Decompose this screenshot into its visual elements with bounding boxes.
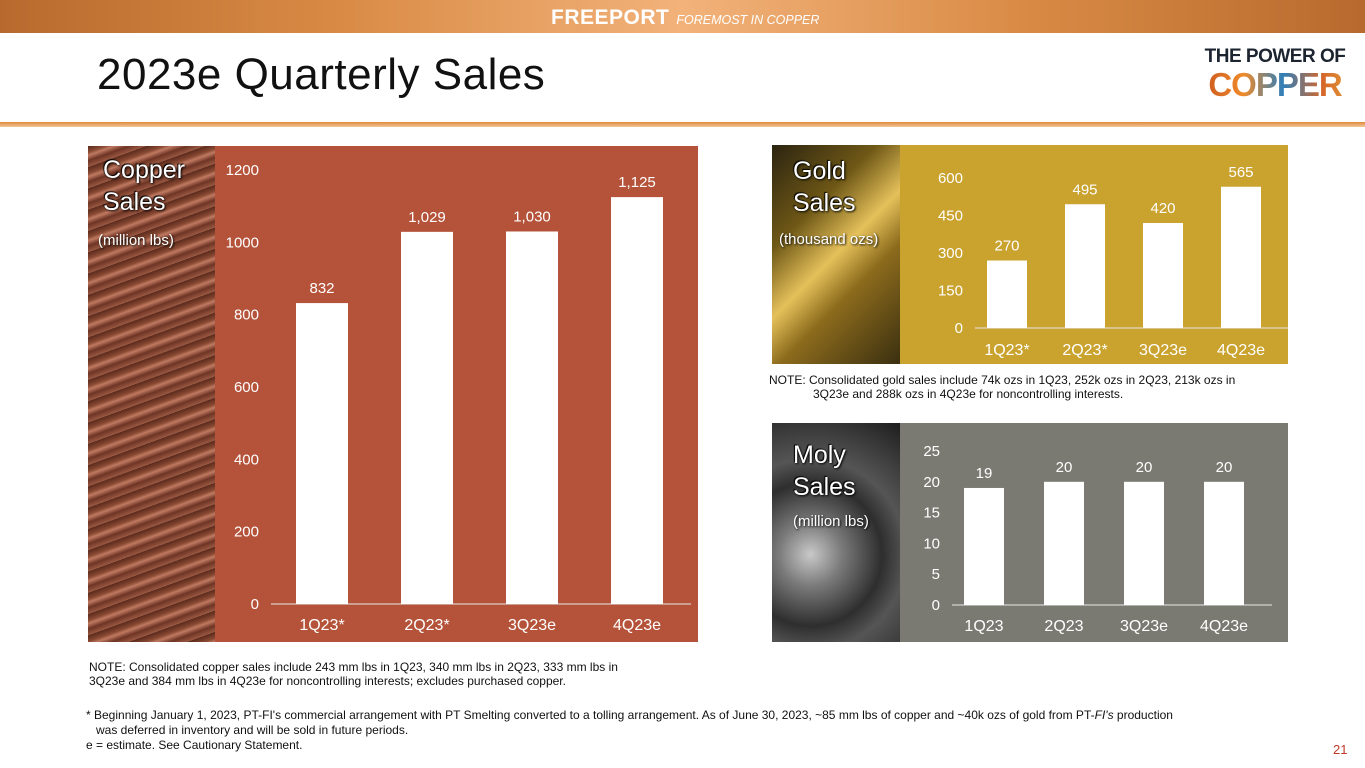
- footnote-line1-b: FI's: [1094, 708, 1114, 722]
- copper-category-label: 4Q23e: [613, 617, 661, 634]
- copper-data-label: 1,029: [408, 209, 446, 226]
- copper-panel-title: Copper Sales: [103, 154, 185, 218]
- copper-ytick-label: 200: [234, 524, 259, 541]
- moly-ytick-label: 25: [923, 443, 940, 460]
- gold-panel-title: Gold Sales: [793, 155, 856, 219]
- moly-data-label: 20: [1216, 459, 1233, 476]
- moly-title-line2: Sales: [793, 473, 856, 501]
- footnote-line3: e = estimate. See Cautionary Statement.: [86, 738, 303, 752]
- copper-note: NOTE: Consolidated copper sales include …: [89, 660, 618, 688]
- footnotes: * Beginning January 1, 2023, PT-FI's com…: [86, 708, 1266, 753]
- copper-ytick-label: 800: [234, 307, 259, 324]
- copper-note-line2: 3Q23e and 384 mm lbs in 4Q23e for noncon…: [89, 674, 566, 688]
- moly-bar: [1204, 481, 1244, 605]
- gold-bar: [987, 260, 1027, 328]
- moly-sales-chart: 0 5 10 15 20 25 19 1Q23 20 2Q23 20 3Q23e 20 4Q23e: [900, 423, 1288, 642]
- copper-category-label: 1Q23*: [299, 617, 344, 634]
- gold-ytick-label: 300: [938, 245, 963, 262]
- moly-data-label: 20: [1056, 459, 1073, 476]
- moly-category-label: 1Q23: [964, 618, 1003, 635]
- gold-ytick-label: 150: [938, 283, 963, 300]
- gold-note: NOTE: Consolidated gold sales include 74…: [769, 373, 1235, 401]
- copper-ytick-label: 1000: [226, 234, 259, 251]
- moly-sales-panel: 0 5 10 15 20 25 19 1Q23 20 2Q23 20 3Q23e 20 4Q23e Mol…: [772, 423, 1288, 642]
- molybdenum-ore-photo: [772, 423, 900, 642]
- brand-name: FREEPORT: [551, 6, 670, 29]
- gold-bar: [1221, 186, 1261, 328]
- moly-panel-title: Moly Sales: [793, 439, 856, 503]
- moly-ytick-label: 5: [932, 566, 940, 583]
- copper-data-label: 832: [309, 280, 334, 297]
- moly-ytick-label: 10: [923, 535, 940, 552]
- logo-top-text: THE POWER OF: [1204, 46, 1346, 67]
- moly-bar: [964, 487, 1004, 605]
- gold-title-line1: Gold: [793, 157, 846, 185]
- copper-sales-chart: 0 200 400 600 800 1000 1200 832 1Q23* 1,029 2Q23* 1…: [215, 146, 698, 642]
- copper-sales-panel: 0 200 400 600 800 1000 1200 832 1Q23* 1,029 2Q23* 1…: [88, 146, 698, 642]
- gold-category-label: 3Q23e: [1139, 342, 1187, 359]
- copper-note-line1: NOTE: Consolidated copper sales include …: [89, 660, 618, 674]
- page-number: 21: [1333, 742, 1348, 757]
- gold-data-label: 270: [994, 238, 1019, 255]
- gold-category-label: 1Q23*: [984, 342, 1029, 359]
- moly-ytick-label: 15: [923, 505, 940, 522]
- moly-data-label: 20: [1136, 459, 1153, 476]
- gold-ytick-label: 600: [938, 170, 963, 187]
- moly-category-label: 3Q23e: [1120, 618, 1168, 635]
- gold-category-label: 2Q23*: [1062, 342, 1107, 359]
- gold-bar-photo: [772, 145, 900, 364]
- moly-title-line1: Moly: [793, 441, 846, 469]
- moly-bar: [1044, 481, 1084, 605]
- gold-category-label: 4Q23e: [1217, 342, 1265, 359]
- copper-bar: [611, 197, 663, 604]
- footnote-line1-a: * Beginning January 1, 2023, PT-FI's com…: [86, 708, 1095, 722]
- moly-data-label: 19: [976, 465, 993, 482]
- copper-data-label: 1,125: [618, 174, 656, 191]
- gold-bar: [1143, 223, 1183, 328]
- copper-bar: [401, 231, 453, 604]
- moly-unit-label: (million lbs): [793, 513, 869, 530]
- copper-data-label: 1,030: [513, 208, 551, 225]
- gold-unit-label: (thousand ozs): [779, 231, 879, 248]
- gold-title-line2: Sales: [793, 189, 856, 217]
- gold-data-label: 420: [1150, 200, 1175, 217]
- gold-bar: [1065, 204, 1105, 328]
- power-of-copper-logo: THE POWER OF COPPER: [1196, 46, 1354, 106]
- gold-ytick-label: 450: [938, 208, 963, 225]
- brand: FREEPORT FOREMOST IN COPPER: [551, 6, 820, 29]
- copper-ytick-label: 400: [234, 451, 259, 468]
- footnote-line1: * Beginning January 1, 2023, PT-FI's com…: [86, 708, 1266, 723]
- top-banner: [0, 0, 1365, 33]
- gold-note-line2: 3Q23e and 288k ozs in 4Q23e for noncontr…: [813, 387, 1124, 401]
- gold-data-label: 495: [1072, 181, 1097, 198]
- gold-sales-chart: 0 150 300 450 600 270 1Q23* 495 2Q23* 420 3Q23e 565…: [900, 145, 1288, 364]
- copper-unit-label: (million lbs): [98, 232, 174, 249]
- copper-ytick-label: 600: [234, 379, 259, 396]
- copper-bar: [506, 231, 558, 604]
- moly-bar: [1124, 481, 1164, 605]
- copper-cathodes-photo: [88, 146, 215, 642]
- moly-ytick-label: 0: [932, 597, 940, 614]
- footnote-line2: was deferred in inventory and will be so…: [96, 723, 409, 737]
- copper-ytick-label: 1200: [226, 162, 259, 179]
- moly-category-label: 4Q23e: [1200, 618, 1248, 635]
- copper-bar: [296, 303, 348, 604]
- gold-data-label: 565: [1228, 164, 1253, 181]
- gold-sales-panel: 0 150 300 450 600 270 1Q23* 495 2Q23* 420 3Q23e 565…: [772, 145, 1288, 364]
- copper-title-line1: Copper: [103, 156, 185, 184]
- gold-ytick-label: 0: [955, 320, 963, 337]
- moly-ytick-label: 20: [923, 474, 940, 491]
- title-divider: [0, 122, 1365, 127]
- copper-ytick-label: 0: [251, 596, 259, 613]
- copper-category-label: 2Q23*: [404, 617, 449, 634]
- brand-tagline: FOREMOST IN COPPER: [676, 13, 820, 27]
- page-title: 2023e Quarterly Sales: [97, 50, 546, 99]
- moly-category-label: 2Q23: [1044, 618, 1083, 635]
- copper-category-label: 3Q23e: [508, 617, 556, 634]
- logo-bottom-text: COPPER: [1196, 68, 1354, 102]
- copper-title-line2: Sales: [103, 188, 166, 216]
- footnote-line1-c: production: [1113, 708, 1173, 722]
- gold-note-line1: NOTE: Consolidated gold sales include 74…: [769, 373, 1236, 387]
